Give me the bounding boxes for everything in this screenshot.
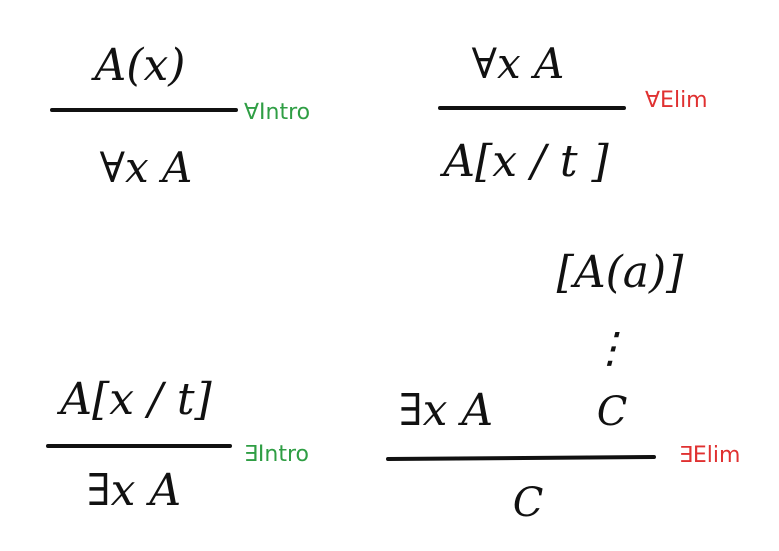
exists-elim-rule: [A(a)] ⋮ ∃x A C ∃Elim C	[386, 247, 740, 526]
exists-elim-inference-line	[386, 455, 656, 461]
forall-intro-label: ∀Intro	[244, 100, 310, 125]
exists-intro-label: ∃Intro	[244, 442, 309, 467]
forall-intro-conclusion: ∀x A	[100, 143, 193, 192]
exists-elim-ellipsis: ⋮	[589, 323, 631, 372]
forall-intro-rule: A(x) ∀Intro ∀x A	[50, 40, 310, 192]
forall-elim-premise: ∀x A	[472, 39, 565, 88]
exists-intro-rule: A[x / t] ∃Intro ∃x A	[46, 374, 309, 516]
exists-elim-premise-right: C	[597, 389, 628, 435]
exists-elim-assumption: [A(a)]	[557, 247, 685, 298]
exists-intro-conclusion: ∃x A	[87, 465, 181, 516]
exists-intro-premise: A[x / t]	[56, 374, 212, 425]
forall-intro-premise: A(x)	[91, 40, 186, 91]
exists-elim-premise-left: ∃x A	[399, 385, 493, 436]
forall-elim-rule: ∀x A ∀Elim A[x / t ]	[438, 39, 708, 187]
forall-elim-conclusion: A[x / t ]	[439, 136, 609, 187]
exists-elim-conclusion: C	[513, 480, 544, 526]
forall-elim-label: ∀Elim	[645, 88, 708, 113]
exists-elim-label: ∃Elim	[679, 443, 740, 468]
